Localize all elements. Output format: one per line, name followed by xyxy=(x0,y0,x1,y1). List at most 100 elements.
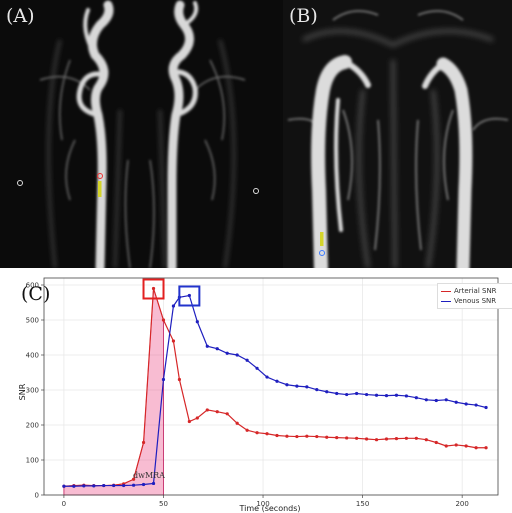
venous-data-point xyxy=(112,483,116,488)
arterial-data-point xyxy=(404,436,409,440)
arterial-data-point xyxy=(255,431,259,435)
arterial-data-point xyxy=(161,318,166,322)
arterial-data-point xyxy=(177,377,182,382)
y-tick-label: 300 xyxy=(26,387,39,395)
panel-a-angiogram xyxy=(0,0,283,268)
snr-chart-panel: 0 50 100 150 200 0 100 200 300 400 500 600 Time (se… xyxy=(0,270,512,513)
arterial-data-point xyxy=(275,433,279,438)
venous-data-point xyxy=(255,366,259,370)
venous-data-point xyxy=(335,391,339,396)
venous-data-point xyxy=(161,377,166,382)
dwmra-shaded-area xyxy=(63,288,164,496)
venous-data-point xyxy=(171,304,176,308)
venous-data-point xyxy=(102,483,106,488)
venous-data-point xyxy=(245,358,249,362)
venous-data-point xyxy=(205,344,209,348)
panel-a-image: (A) xyxy=(0,0,283,268)
venous-data-point xyxy=(151,481,156,486)
venous-data-point xyxy=(82,484,86,488)
arterial-data-point xyxy=(474,446,478,450)
arterial-data-point xyxy=(141,440,146,445)
arterial-data-point xyxy=(444,444,448,448)
venous-series-line xyxy=(63,294,487,487)
venous-data-point xyxy=(141,482,146,487)
tick-labels: 0 50 100 150 200 0 100 200 300 400 500 600 xyxy=(26,282,469,509)
venous-data-point xyxy=(285,383,289,387)
panel-c-label: (C) xyxy=(21,283,51,305)
y-tick-label: 500 xyxy=(26,317,39,325)
arterial-data-point xyxy=(132,477,136,481)
snr-chart: 0 50 100 150 200 0 100 200 300 400 500 600 Time (se… xyxy=(18,277,499,513)
venous-peak-box xyxy=(178,285,201,307)
y-axis-label: SNR xyxy=(18,383,27,400)
chart-axes xyxy=(41,277,499,498)
arterial-data-point xyxy=(315,434,319,439)
arterial-data-point xyxy=(151,286,156,291)
arterial-data-point xyxy=(265,432,269,436)
arterial-peak-box xyxy=(142,278,165,300)
arterial-data-point xyxy=(245,428,249,432)
venous-data-point xyxy=(384,394,389,398)
legend-swatch-arterial xyxy=(441,290,451,292)
venous-data-point xyxy=(454,400,458,404)
arterial-data-point xyxy=(205,408,209,412)
arterial-data-point xyxy=(454,443,458,447)
arterial-data-point xyxy=(335,436,339,440)
legend-label-venous: Venous SNR xyxy=(454,297,497,305)
venous-data-point xyxy=(215,347,219,351)
arterial-data-point xyxy=(195,416,199,420)
peak-highlights xyxy=(142,278,201,307)
y-tick-label: 0 xyxy=(35,492,39,500)
venous-data-point xyxy=(295,384,299,388)
venous-data-point xyxy=(195,320,199,324)
y-tick-label: 200 xyxy=(26,422,39,430)
panel-a-label: (A) xyxy=(6,5,35,27)
arterial-data-point xyxy=(484,446,488,450)
venous-data-point xyxy=(484,405,488,410)
panel-b-image: (B) xyxy=(283,0,512,268)
chart-legend: Arterial SNR Venous SNR xyxy=(437,283,512,309)
x-axis-label: Time (seconds) xyxy=(238,504,300,513)
arterial-data-point xyxy=(374,438,379,442)
venous-data-point xyxy=(132,483,136,487)
venous-data-point xyxy=(464,402,468,406)
venous-data-point xyxy=(394,393,399,397)
arterial-data-point xyxy=(464,444,468,448)
legend-item-arterial: Arterial SNR xyxy=(441,286,511,296)
legend-label-arterial: Arterial SNR xyxy=(454,287,497,295)
x-tick-label: 0 xyxy=(62,500,66,508)
arterial-data-point xyxy=(424,438,428,442)
venous-data-point xyxy=(355,391,359,396)
venous-data-point xyxy=(424,398,428,402)
venous-data-point xyxy=(72,484,76,488)
arterial-series-line xyxy=(63,288,487,487)
legend-item-venous: Venous SNR xyxy=(441,296,511,306)
venous-data-point xyxy=(187,293,191,298)
venous-data-point xyxy=(225,351,229,355)
plot-frame xyxy=(43,277,499,496)
arterial-data-point xyxy=(345,436,349,440)
venous-data-point xyxy=(305,385,309,389)
venous-data-point xyxy=(122,483,126,488)
venous-data-point xyxy=(444,398,448,402)
venous-data-point xyxy=(275,379,279,383)
venous-data-point xyxy=(62,484,66,488)
arterial-data-point xyxy=(215,410,219,414)
y-tick-label: 600 xyxy=(26,282,39,290)
legend-swatch-venous xyxy=(441,300,451,302)
arterial-data-point xyxy=(394,437,399,441)
venous-data-point xyxy=(414,396,418,400)
dwmra-area-layer xyxy=(63,288,164,496)
arterial-data-point xyxy=(325,435,329,439)
venous-data-point xyxy=(374,393,379,397)
venous-data-point xyxy=(364,392,369,397)
arterial-data-point xyxy=(285,434,289,438)
venous-data-point xyxy=(434,398,438,403)
venous-data-point xyxy=(235,353,239,357)
arterial-data-point xyxy=(434,440,438,445)
panel-b-angiogram xyxy=(283,0,512,268)
venous-data-point xyxy=(345,392,349,397)
x-tick-label: 150 xyxy=(356,500,369,508)
venous-data-point xyxy=(474,403,478,407)
